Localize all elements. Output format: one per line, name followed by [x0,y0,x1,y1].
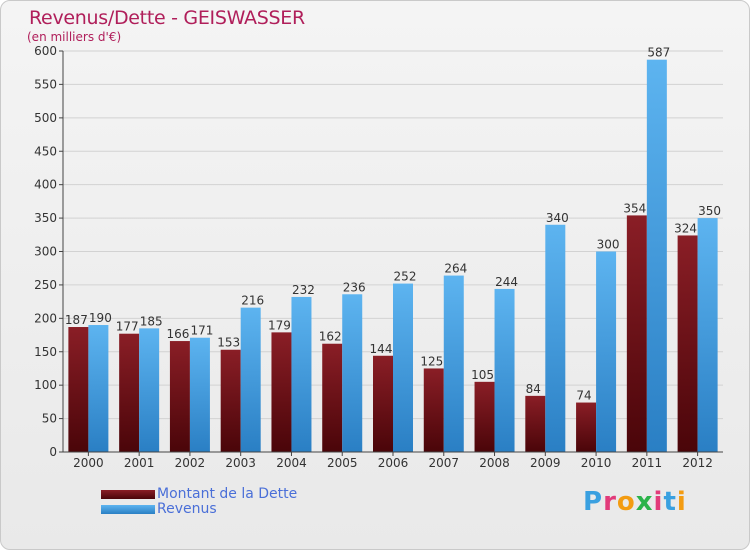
y-tick-label: 400 [34,178,57,192]
x-tick-label: 2005 [327,456,358,470]
y-tick-label: 250 [34,278,57,292]
data-label-revenue: 236 [343,280,366,294]
logo-letter: x [635,487,654,517]
y-tick-label: 300 [34,245,57,259]
bar-revenue [596,251,617,452]
chart-subtitle: (en milliers d'€) [27,30,122,44]
bar-debt [68,327,89,452]
data-label-revenue: 244 [495,275,518,289]
data-label-debt: 166 [166,327,189,341]
bar-debt [322,343,343,452]
x-tick-label: 2002 [175,456,206,470]
bar-debt [220,349,241,452]
bar-revenue [494,288,515,452]
chart-title: Revenus/Dette - GEISWASSER [29,7,305,29]
bar-debt [119,333,140,452]
logo-letter: r [603,487,617,517]
x-tick-label: 2004 [276,456,307,470]
legend-label-debt: Montant de la Dette [157,486,298,502]
bar-revenue [291,296,312,452]
x-tick-label: 2012 [682,456,713,470]
y-tick-label: 350 [34,211,57,225]
bar-revenue [88,325,109,452]
data-label-revenue: 264 [444,262,467,276]
x-tick-label: 2011 [632,456,663,470]
proxiti-logo: Proxiti [583,487,687,517]
data-label-debt: 187 [65,313,88,327]
bar-debt [626,215,647,452]
y-tick-label: 200 [34,311,57,325]
bar-debt [169,341,190,452]
x-tick-label: 2009 [530,456,561,470]
data-label-revenue: 587 [647,46,670,60]
y-tick-label: 150 [34,345,57,359]
data-label-debt: 177 [116,320,139,334]
bar-debt [576,402,597,452]
data-label-debt: 125 [420,354,443,368]
bar-revenue [189,337,210,452]
bar-debt [373,355,393,452]
y-tick-label: 500 [34,111,57,125]
bar-revenue [443,275,464,452]
legend-label-revenue: Revenus [157,501,217,517]
bar-revenue [139,328,160,452]
x-tick-label: 2010 [581,456,612,470]
data-label-debt: 105 [471,368,494,382]
bar-revenue [697,218,718,452]
x-tick-label: 2001 [124,456,155,470]
logo-letter: t [663,487,677,517]
data-label-debt: 153 [217,336,240,350]
legend-swatch-revenue [101,505,155,514]
bar-debt [423,368,444,452]
logo-letter: i [676,487,687,517]
y-tick-label: 0 [49,445,57,459]
data-label-debt: 162 [319,330,342,344]
legend-swatch-debt [101,490,155,499]
bar-revenue [342,294,363,452]
bar-revenue [646,59,667,453]
data-label-debt: 84 [526,382,541,396]
x-tick-label: 2007 [428,456,459,470]
x-tick-label: 2006 [378,456,409,470]
data-label-debt: 324 [674,221,697,235]
x-tick-label: 2008 [479,456,510,470]
y-tick-label: 50 [42,412,57,426]
x-tick-label: 2003 [225,456,256,470]
data-label-debt: 179 [268,318,291,332]
bar-revenue [545,224,566,452]
y-tick-label: 600 [34,44,57,58]
y-tick-label: 100 [34,378,57,392]
x-tick-label: 2000 [73,456,104,470]
data-label-debt: 144 [370,342,393,356]
bar-debt [474,381,495,452]
logo-letter: P [583,487,604,517]
y-tick-label: 450 [34,144,57,158]
logo-letter: o [616,487,636,517]
data-label-revenue: 216 [241,294,264,308]
data-label-revenue: 252 [394,270,417,284]
data-label-revenue: 190 [89,311,112,325]
bar-revenue [240,307,261,452]
logo-letter: i [653,487,664,517]
data-label-revenue: 232 [292,283,315,297]
data-label-debt: 74 [576,389,591,403]
bar-debt [271,332,292,452]
data-label-revenue: 350 [698,204,721,218]
data-label-revenue: 340 [546,211,569,225]
data-label-revenue: 171 [190,324,213,338]
bar-debt [525,395,546,452]
data-label-revenue: 300 [597,238,620,252]
data-label-revenue: 185 [140,314,163,328]
data-label-debt: 354 [623,201,646,215]
y-tick-label: 550 [34,77,57,91]
bar-debt [677,235,698,452]
bar-revenue [393,283,413,452]
